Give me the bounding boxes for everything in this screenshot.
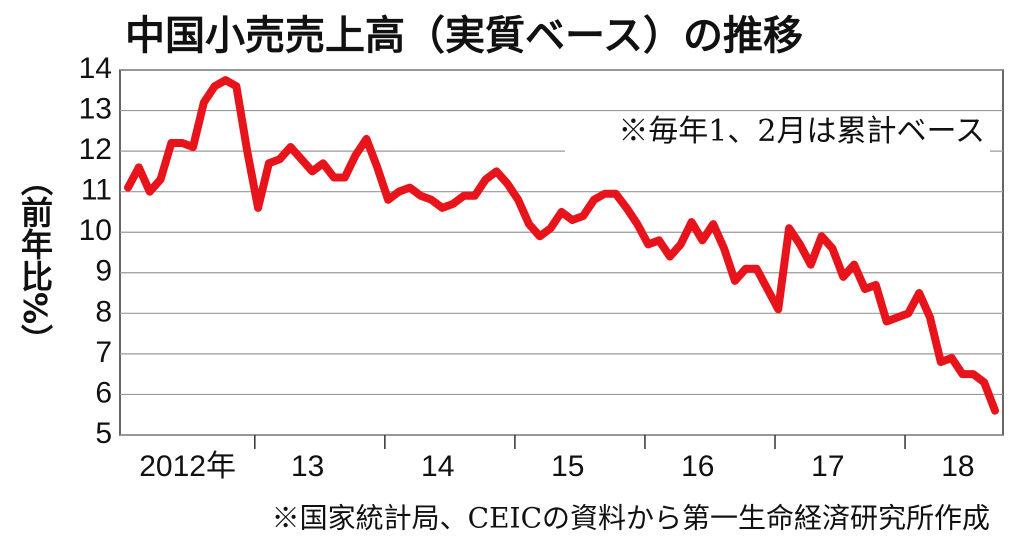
chart-title: 中国小売売上高（実質ベース）の推移 <box>125 13 803 59</box>
y-tick-label: 8 <box>95 295 112 328</box>
source-note: ※国家統計局、CEICの資料から第一生命経済研究所作成 <box>272 502 990 535</box>
x-tick-label: 17 <box>811 450 844 483</box>
x-tick-label: 13 <box>291 450 324 483</box>
x-tick-label: 15 <box>551 450 584 483</box>
y-tick-label: 14 <box>79 52 112 85</box>
x-tick-label: 2012年 <box>139 450 236 483</box>
y-tick-label: 10 <box>79 214 112 247</box>
y-tick-label: 9 <box>95 255 112 288</box>
y-tick-label: 5 <box>95 417 112 450</box>
annotation: ※毎年1、2月は累計ベース <box>618 114 985 149</box>
y-tick-label: 11 <box>81 174 112 207</box>
y-tick-label: 13 <box>79 92 112 125</box>
x-tick-label: 18 <box>941 450 974 483</box>
y-axis-label: （前年比%） <box>16 164 54 356</box>
x-tick-label: 16 <box>681 450 714 483</box>
x-tick-label: 14 <box>421 450 454 483</box>
y-tick-label: 12 <box>79 133 112 166</box>
annotation-bg <box>565 112 990 154</box>
y-tick-label: 6 <box>95 376 112 409</box>
data-line <box>124 76 999 415</box>
y-tick-label: 7 <box>95 336 112 369</box>
